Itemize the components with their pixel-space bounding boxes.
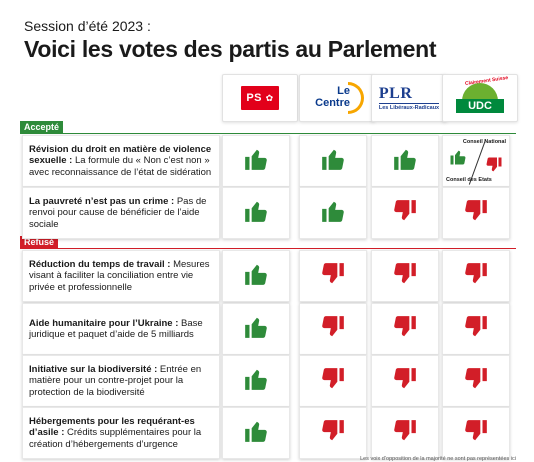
thumb-down-icon	[320, 314, 346, 345]
thumb-down-icon	[463, 261, 489, 292]
thumb-down-icon	[392, 198, 418, 229]
vote-cell-centre	[299, 355, 367, 407]
vote-cell-ps	[222, 135, 290, 187]
thumb-down-icon	[392, 261, 418, 292]
section-accepted-divider	[20, 133, 516, 134]
vote-cell-ps	[222, 303, 290, 355]
thumb-up-icon	[243, 261, 269, 292]
thumb-down-icon	[320, 366, 346, 397]
thumb-up-icon	[320, 198, 346, 229]
footnote: Les voix d’opposition de la majorité ne …	[360, 456, 516, 462]
row-title: Révision du droit en matière de violence…	[29, 143, 212, 167]
thumb-up-icon	[243, 146, 269, 177]
party-header-plr: PLR Les Libéraux-Radicaux	[371, 74, 447, 122]
le-centre-logo: Le Centre	[308, 81, 366, 115]
kicker: Session d’été 2023 :	[24, 18, 151, 34]
row-description: Réduction du temps de travail : Mesures …	[22, 250, 220, 302]
thumb-down-icon	[485, 156, 503, 179]
vote-cell-centre	[299, 187, 367, 239]
vote-cell-udc	[442, 355, 510, 407]
vote-cell-plr	[371, 187, 439, 239]
vote-cell-udc	[442, 187, 510, 239]
vote-cell-plr	[371, 135, 439, 187]
vote-cell-plr	[371, 355, 439, 407]
thumb-down-icon	[392, 366, 418, 397]
row-description: Aide humanitaire pour l’Ukraine : Base j…	[22, 303, 220, 355]
section-refused-divider	[20, 248, 516, 249]
row-title: Hébergements pour les requérant-es d’asi…	[29, 415, 195, 439]
row-description: Révision du droit en matière de violence…	[22, 135, 220, 187]
row-text: Crédits supplémentaires pour la création…	[29, 427, 202, 450]
thumb-down-icon	[392, 314, 418, 345]
vote-cell-plr	[371, 250, 439, 302]
party-header-centre: Le Centre	[299, 74, 375, 122]
vote-cell-centre	[299, 303, 367, 355]
thumb-up-icon	[243, 418, 269, 449]
thumb-up-icon	[449, 148, 467, 171]
thumb-down-icon	[392, 418, 418, 449]
vote-cell-centre	[299, 135, 367, 187]
vote-cell-udc	[442, 407, 510, 459]
conseil-des-etats-label: Conseil des Etats	[446, 177, 492, 183]
table-row: Réduction du temps de travail : Mesures …	[22, 250, 514, 302]
party-header-ps: PS ✿	[222, 74, 298, 122]
thumb-up-icon	[243, 366, 269, 397]
page-title: Voici les votes des partis au Parlement	[24, 36, 437, 62]
thumb-down-icon	[463, 314, 489, 345]
row-description: La pauvreté n’est pas un crime : Pas de …	[22, 187, 220, 239]
row-title: La pauvreté n’est pas un crime :	[29, 195, 175, 207]
vote-cell-centre	[299, 250, 367, 302]
thumb-down-icon	[320, 418, 346, 449]
row-text: Base juridique et paquet d’aide de 5 mil…	[29, 317, 203, 341]
ps-logo: PS ✿	[241, 86, 279, 110]
row-title: Aide humanitaire pour l’Ukraine :	[29, 317, 179, 329]
table-row: La pauvreté n’est pas un crime : Pas de …	[22, 187, 514, 239]
vote-cell-ps	[222, 187, 290, 239]
thumb-down-icon	[463, 366, 489, 397]
thumb-up-icon	[243, 198, 269, 229]
row-text: Pas de renvoi pour cause de bénéficier d…	[29, 195, 207, 230]
thumb-up-icon	[392, 146, 418, 177]
vote-cell-centre	[299, 407, 367, 459]
thumb-down-icon	[463, 198, 489, 229]
row-title: Initiative sur la biodiversité :	[29, 363, 158, 375]
table-row: Aide humanitaire pour l’Ukraine : Base j…	[22, 303, 514, 355]
vote-cell-ps	[222, 355, 290, 407]
row-text: Mesures visant à faciliter la conciliati…	[29, 258, 210, 293]
udc-logo: UDC Clairement Suisse	[452, 75, 508, 117]
section-refused-label: Refusé	[20, 236, 59, 249]
section-accepted-label: Accepté	[20, 121, 64, 134]
vote-cell-ps	[222, 407, 290, 459]
party-header-udc: UDC Clairement Suisse	[442, 74, 518, 122]
table-row: Révision du droit en matière de violence…	[22, 135, 514, 187]
thumb-up-icon	[320, 146, 346, 177]
vote-cell-udc: Conseil National Conseil des Etats	[442, 135, 510, 187]
thumb-down-icon	[320, 261, 346, 292]
plr-logo: PLR Les Libéraux-Radicaux	[378, 85, 440, 111]
row-text: La formule du « Non c’est non » avec rec…	[29, 155, 212, 178]
vote-cell-ps	[222, 250, 290, 302]
row-text: Entrée en matière pour un contre-projet …	[29, 363, 202, 398]
vote-cell-udc	[442, 303, 510, 355]
vote-cell-udc	[442, 250, 510, 302]
row-description: Initiative sur la biodiversité : Entrée …	[22, 355, 220, 407]
row-description: Hébergements pour les requérant-es d’asi…	[22, 407, 220, 459]
conseil-national-label: Conseil National	[462, 139, 506, 145]
thumb-down-icon	[463, 418, 489, 449]
row-title: Réduction du temps de travail :	[29, 258, 171, 270]
table-row: Hébergements pour les requérant-es d’asi…	[22, 407, 514, 459]
vote-cell-plr	[371, 303, 439, 355]
thumb-up-icon	[243, 314, 269, 345]
vote-cell-plr	[371, 407, 439, 459]
table-row: Initiative sur la biodiversité : Entrée …	[22, 355, 514, 407]
